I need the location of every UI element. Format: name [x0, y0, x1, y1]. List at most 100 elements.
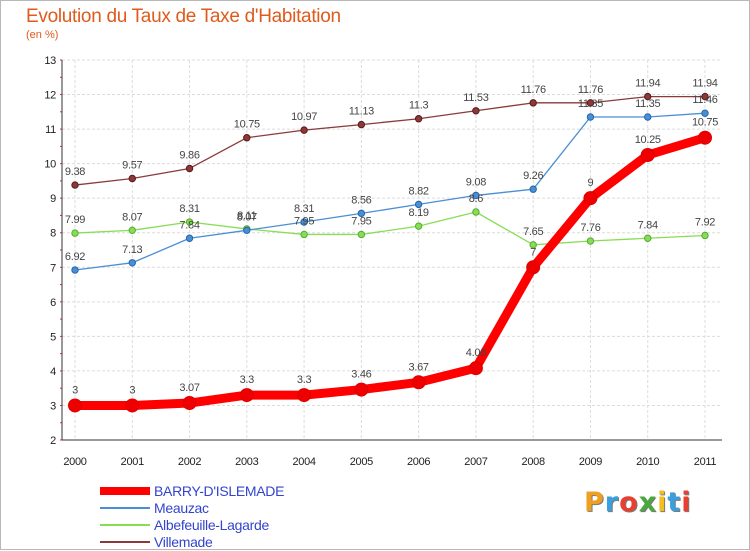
- data-label: 7.76: [580, 222, 600, 234]
- legend-swatch: [100, 524, 150, 526]
- x-tick-label: 2006: [407, 456, 430, 468]
- data-point: [701, 92, 709, 101]
- data-label: 9.57: [122, 159, 142, 171]
- data-label: 3.67: [409, 361, 429, 373]
- data-point: [701, 231, 709, 240]
- data-label: 6.92: [65, 251, 85, 263]
- x-tick-label: 2001: [121, 456, 144, 468]
- data-point: [125, 398, 140, 413]
- y-tick-label: 3: [50, 400, 56, 412]
- data-point: [586, 113, 595, 121]
- data-label: 7.65: [523, 226, 543, 238]
- data-label: 9.86: [179, 149, 199, 161]
- x-tick-label: 2011: [694, 456, 717, 468]
- data-label: 11.35: [635, 98, 660, 110]
- x-tick-label: 2000: [63, 456, 86, 468]
- data-label: 7.92: [695, 216, 715, 228]
- data-label: 11.3: [409, 100, 429, 112]
- data-point: [357, 230, 366, 239]
- data-point: [644, 92, 652, 101]
- data-point: [128, 174, 136, 183]
- data-label: 10.97: [291, 111, 317, 123]
- grid: [62, 59, 722, 441]
- data-point: [357, 120, 366, 129]
- data-label: 3.07: [179, 382, 199, 394]
- data-point: [526, 260, 541, 275]
- data-point: [529, 185, 537, 193]
- y-tick-label: 7: [50, 262, 56, 274]
- legend-label: BARRY-D'ISLEMADE: [154, 483, 285, 499]
- logo-letter: x: [638, 487, 658, 518]
- data-point: [71, 229, 79, 237]
- data-label: 8.82: [409, 185, 429, 197]
- series-group: [68, 92, 712, 413]
- data-label: 11.76: [578, 84, 603, 96]
- data-point: [414, 115, 423, 123]
- data-point: [414, 200, 423, 209]
- legend-swatch: [100, 507, 150, 509]
- data-point: [300, 126, 308, 134]
- line-chart: 2 3 4 5 6 7 8 9 10 11 12 13 2000 2001 2002 2003 2004 2005…: [44, 55, 722, 468]
- data-point: [68, 398, 82, 413]
- data-labels: 9.38 9.57 9.86 10.75 10.97 11.13 11.3 11.53 11.7…: [65, 78, 719, 397]
- legend-swatch: [100, 541, 150, 543]
- data-point: [472, 191, 480, 200]
- data-point: [472, 208, 480, 216]
- data-label: 10.75: [234, 119, 260, 131]
- data-label: 8.11: [237, 210, 257, 222]
- series-line-0: [70, 133, 710, 410]
- plot-area: [62, 60, 722, 440]
- data-label: 3.46: [351, 369, 371, 381]
- data-point: [71, 266, 79, 274]
- logo-letter: r: [604, 487, 620, 518]
- data-point: [586, 237, 595, 245]
- data-point: [357, 209, 366, 218]
- data-label: 8.6: [469, 193, 484, 205]
- legend-label: Villemade: [154, 534, 213, 550]
- data-label: 11.94: [635, 78, 660, 90]
- data-label: 11.35: [578, 98, 603, 110]
- y-tick-label: 5: [50, 331, 56, 343]
- data-label: 8.19: [409, 207, 429, 219]
- data-label: 7.84: [179, 219, 199, 231]
- data-point: [300, 218, 308, 226]
- data-label: 8.07: [237, 211, 257, 223]
- data-label: 11.76: [521, 84, 546, 96]
- data-point: [644, 113, 652, 121]
- data-point: [297, 388, 312, 403]
- legend-label: Meauzac: [154, 500, 209, 516]
- proxiti-logo: Proxiti: [584, 487, 692, 518]
- data-label: 10.25: [635, 134, 661, 146]
- x-tick-label: 2008: [522, 456, 545, 468]
- y-tick-label: 9: [50, 193, 56, 205]
- data-point: [354, 382, 369, 397]
- data-label: 7.99: [65, 214, 85, 226]
- data-label: 7.13: [122, 244, 142, 256]
- chart-title: Evolution du Taux de Taxe d'Habitation: [26, 6, 341, 27]
- x-tick-label: 2007: [464, 456, 487, 468]
- data-point: [529, 99, 537, 107]
- logo-letter: i: [657, 487, 668, 518]
- series-line-1: [74, 112, 706, 271]
- logo-letter: o: [619, 487, 639, 518]
- data-point: [698, 130, 712, 145]
- data-label: 8.56: [351, 194, 371, 206]
- series-line-2: [74, 211, 706, 246]
- y-tick-label: 12: [44, 90, 56, 102]
- legend-label: Albefeuille-Lagarde: [154, 517, 269, 533]
- chart-unit-label: (en %): [26, 29, 59, 41]
- data-label: 11.13: [349, 106, 374, 118]
- data-label: 7.95: [294, 215, 314, 227]
- y-tick-label: 4: [50, 366, 56, 378]
- data-point: [185, 164, 194, 173]
- data-point: [586, 99, 595, 107]
- y-tick-label: 8: [50, 228, 56, 240]
- data-label: 4.08: [466, 347, 486, 359]
- data-point: [411, 375, 426, 390]
- axes: 2 3 4 5 6 7 8 9 10 11 12 13 2000 2001 2002 2003 2004 2005…: [44, 55, 722, 468]
- data-point: [472, 107, 480, 115]
- x-tick-label: 2004: [292, 456, 315, 468]
- data-label: 11.46: [692, 94, 717, 106]
- data-label: 7.84: [638, 219, 658, 231]
- logo-letter: t: [667, 487, 682, 518]
